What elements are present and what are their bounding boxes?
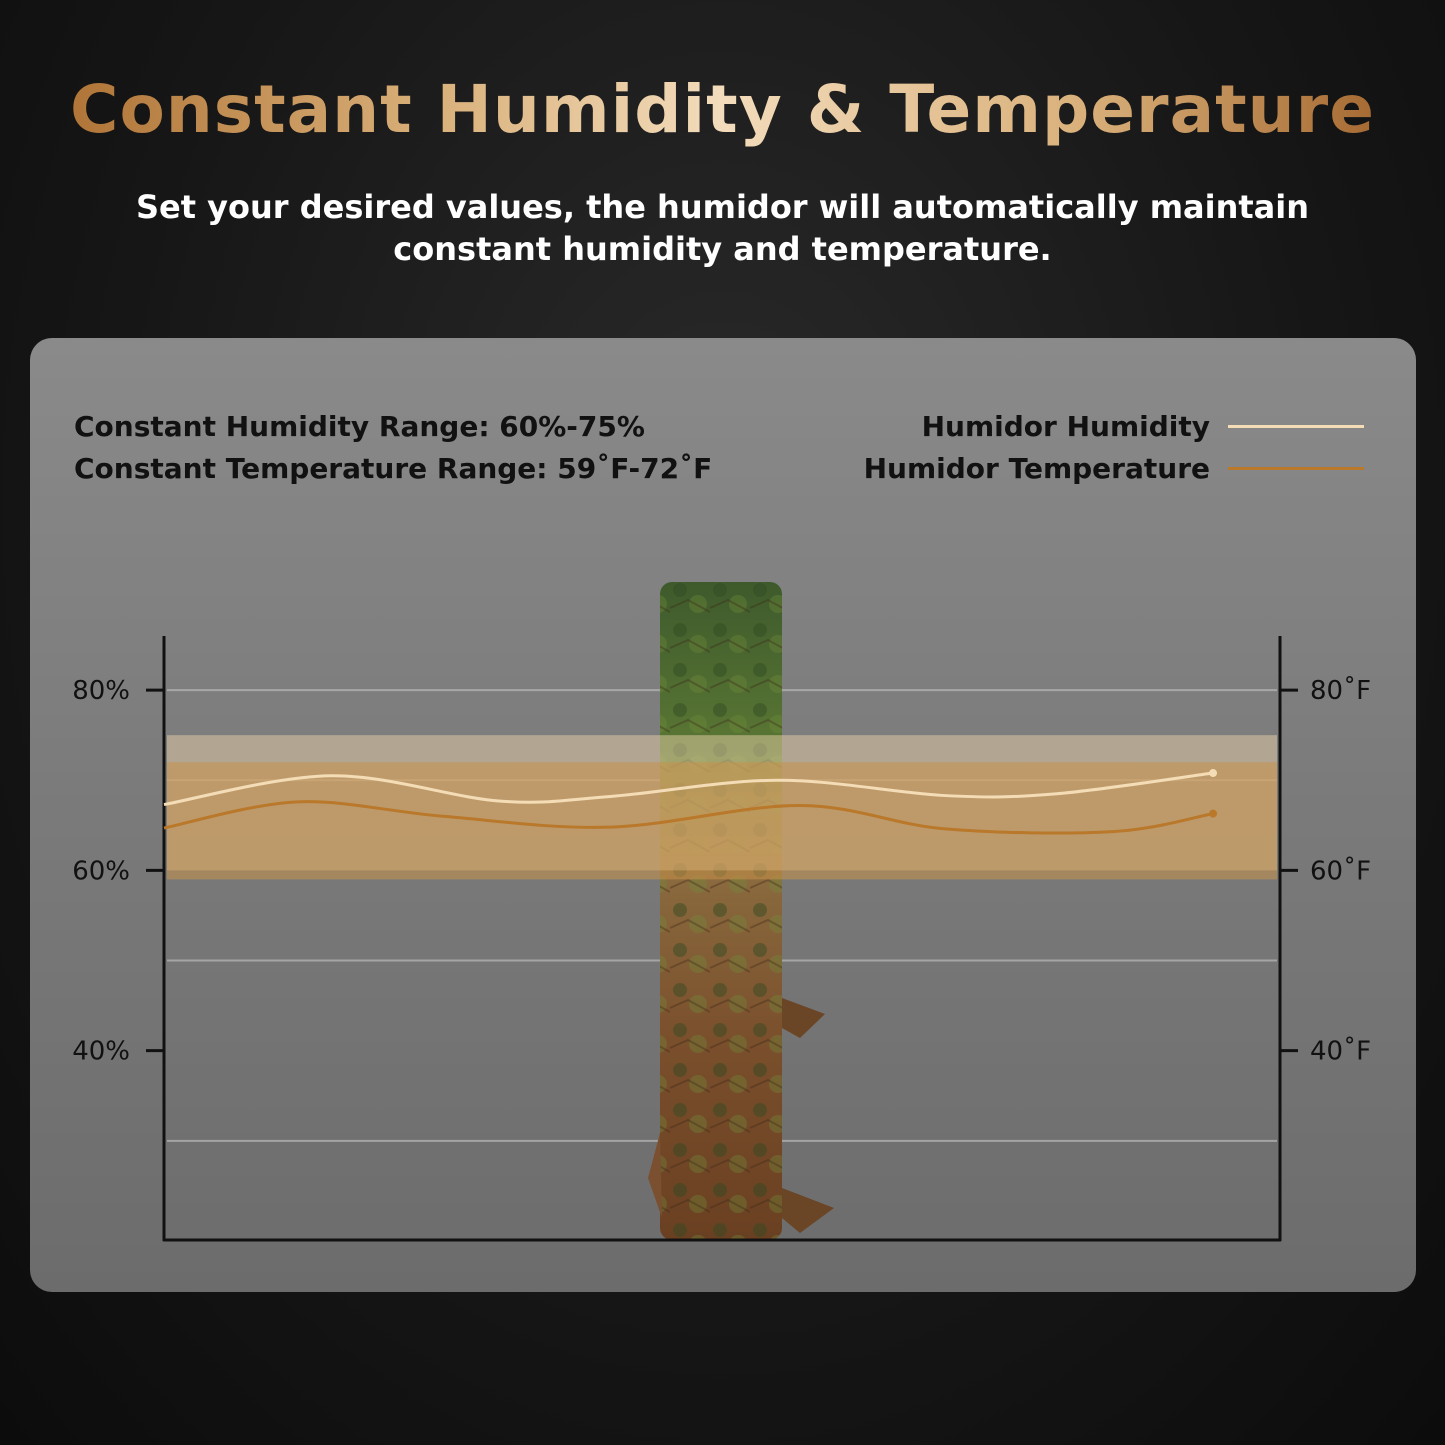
legend-humidity-swatch [1228, 425, 1364, 428]
right-tick-label: 60˚F [1310, 856, 1371, 886]
left-tick-label: 40% [72, 1037, 130, 1067]
left-tick-label: 60% [72, 856, 130, 886]
leaf-flake [648, 1133, 662, 1218]
leaf-flake [782, 1188, 834, 1233]
chart-panel: Constant Humidity Range: 60%-75% Constan… [30, 338, 1416, 1292]
subtitle-line-1: Set your desired values, the humidor wil… [135, 188, 1310, 226]
humidity-end-point [1209, 769, 1218, 778]
subtitle-line-2: constant humidity and temperature. [393, 230, 1052, 268]
right-tick-label: 40˚F [1310, 1037, 1371, 1067]
humidity-series-line [163, 771, 1214, 807]
cigar-texture [660, 582, 782, 1240]
humidity-temperature-chart: 40% 60% 80% 40˚F 60˚F 80˚F [72, 582, 1371, 1242]
legend-humidity: Humidor Humidity [922, 410, 1364, 443]
right-tick-label: 80˚F [1310, 676, 1371, 706]
temperature-range-band [167, 762, 1277, 880]
left-tick-label: 80% [72, 676, 130, 706]
page-subtitle: Set your desired values, the humidor wil… [100, 186, 1345, 270]
legend-temperature-label: Humidor Temperature [863, 452, 1210, 485]
legend-humidity-label: Humidor Humidity [921, 410, 1210, 443]
temperature-end-point [1209, 809, 1218, 818]
legend-temperature-swatch [1228, 467, 1364, 470]
temperature-series-line [163, 800, 1214, 835]
leaf-flake [782, 998, 825, 1038]
page-title: Constant Humidity & Temperature [0, 70, 1445, 150]
legend-temperature: Humidor Temperature [864, 452, 1364, 485]
humidity-range-label: Constant Humidity Range: 60%-75% [74, 410, 645, 443]
temperature-range-label: Constant Temperature Range: 59˚F-72˚F [74, 452, 713, 485]
